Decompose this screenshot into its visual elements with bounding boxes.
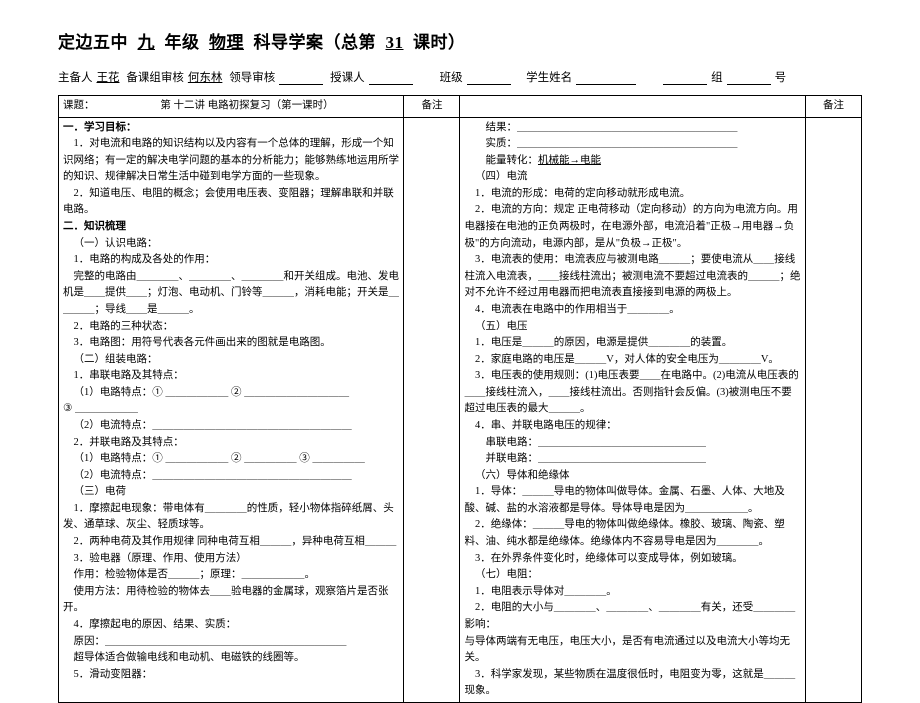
- sec1-1a: 完整的电路由＿＿＿＿、＿＿＿＿、＿＿＿＿和开关组成。电池、发电机是＿＿提供＿＿；…: [63, 269, 399, 319]
- r4: （四）电流: [464, 169, 800, 186]
- r4-4: 4．电流表在电路中的作用相当于＿＿＿＿。: [464, 302, 800, 319]
- worksheet-table: 课题： 第 十二讲 电路初探复习（第一课时） 备注 备注 一．学习目标： 1．对…: [58, 95, 862, 703]
- r7: （七）电阻：: [464, 567, 800, 584]
- r4-1: 1．电流的形成：电荷的定向移动就形成电流。: [464, 186, 800, 203]
- sec4: 超导体适合做输电线和电动机、电磁铁的线圈等。: [63, 650, 399, 667]
- r6: （六）导体和绝缘体: [464, 468, 800, 485]
- l-group: 组: [711, 72, 723, 84]
- sec3-3b: 使用方法：用待检验的物体去＿＿验电器的金属球，观察箔片是否张开。: [63, 584, 399, 617]
- r7-4: 3．科学家发现，某些物质在温度很低时，电阻变为零，这就是＿＿＿现象。: [464, 667, 800, 700]
- l-student: 学生姓名: [526, 72, 572, 84]
- sec2-1c: （2）电流特点：＿＿＿＿＿＿＿＿＿＿＿＿＿＿＿＿＿＿＿: [63, 418, 399, 435]
- sec3-4: 4．摩擦起电的原因、结果、实质：: [63, 617, 399, 634]
- group-blank: [663, 71, 707, 85]
- sec3-3: 3．验电器（原理、作用、使用方法）: [63, 551, 399, 568]
- l-num: 号: [775, 72, 787, 84]
- l-leader: 领导审核: [229, 72, 275, 84]
- sec3: （三）电荷: [63, 484, 399, 501]
- sec2-1b: ③ ＿＿＿＿＿＿: [63, 401, 399, 418]
- r4-3: 3．电流表的使用：电流表应与被测电路＿＿＿；要使电流从＿＿接线柱流入电流表，＿＿…: [464, 252, 800, 302]
- sec2-2a: （1）电路特点：① ＿＿＿＿＿＿ ② ＿＿＿＿＿ ③ ＿＿＿＿＿: [63, 451, 399, 468]
- r6-1: 1．导体：＿＿＿导电的物体叫做导体。金属、石墨、人体、大地及酸、碱、盐的水溶液都…: [464, 484, 800, 517]
- subject: 物理: [209, 33, 244, 52]
- tail: 课时）: [413, 33, 466, 52]
- energy-conversion: 机械能→电能: [538, 155, 601, 166]
- sec3-2: 2．两种电荷及其作用规律 同种电荷互相＿＿＿，异种电荷互相＿＿＿: [63, 534, 399, 551]
- sec3-3a: 作用：检验物体是否＿＿＿；原理：＿＿＿＿＿＿。: [63, 567, 399, 584]
- r7-1: 1．电阻表示导体对＿＿＿＿。: [464, 584, 800, 601]
- r2: 实质：＿＿＿＿＿＿＿＿＿＿＿＿＿＿＿＿＿＿＿＿＿: [464, 136, 800, 153]
- goal-1: 1．对电流和电路的知识结构以及内容有一个总体的理解，形成一个知识网络；有一定的解…: [63, 136, 399, 186]
- lesson-label: 课题：: [63, 98, 95, 115]
- r1: 结果：＿＿＿＿＿＿＿＿＿＿＿＿＿＿＿＿＿＿＿＿＿: [464, 120, 800, 137]
- sec5: 5．滑动变阻器：: [63, 667, 399, 684]
- sec3-1: 1．摩擦起电现象：带电体有＿＿＿＿的性质，轻小物体指碎纸屑、头发、通草球、灰尘、…: [63, 501, 399, 534]
- sec1: （一）认识电路：: [63, 236, 399, 253]
- sec2-1a: （1）电路特点：① ＿＿＿＿＿＿ ② ＿＿＿＿＿＿＿＿＿＿: [63, 385, 399, 402]
- r5-4a: 串联电路：＿＿＿＿＿＿＿＿＿＿＿＿＿＿＿＿: [464, 435, 800, 452]
- student-blank: [576, 71, 636, 85]
- r5-4b: 并联电路：＿＿＿＿＿＿＿＿＿＿＿＿＿＿＿＿: [464, 451, 800, 468]
- preparer: 王花: [97, 72, 120, 84]
- sec2-2b: （2）电流特点：＿＿＿＿＿＿＿＿＿＿＿＿＿＿＿＿＿＿＿: [63, 468, 399, 485]
- class-blank: [467, 71, 511, 85]
- knowledge-heading: 二．知识梳理: [63, 219, 399, 236]
- num-blank: [727, 71, 771, 85]
- r6-3: 3．在外界条件变化时，绝缘体可以变成导体，例如玻璃。: [464, 551, 800, 568]
- r5-2: 2．家庭电路的电压是＿＿＿V，对人体的安全电压为＿＿＿＿V。: [464, 352, 800, 369]
- lesson-number: 31: [386, 33, 404, 52]
- page-title: 定边五中 九 年级 物理 科导学案（总第 31 课时）: [58, 28, 862, 53]
- teacher-blank: [369, 71, 413, 85]
- r5: （五）电压: [464, 319, 800, 336]
- header-row: 课题： 第 十二讲 电路初探复习（第一课时） 备注 备注: [59, 96, 862, 118]
- sec2: （二）组装电路：: [63, 352, 399, 369]
- l-review: 备课组审核: [126, 72, 184, 84]
- note-header-right: 备注: [805, 96, 861, 118]
- goal-2: 2．知道电压、电阻的概念；会使用电压表、变阻器；理解串联和并联电路。: [63, 186, 399, 219]
- l-preparer: 主备人: [58, 72, 93, 84]
- r3a: 能量转化：: [485, 155, 538, 166]
- r5-4: 4．串、并联电路电压的规律：: [464, 418, 800, 435]
- leader-blank: [279, 71, 323, 85]
- right-header-cell: [460, 96, 805, 118]
- author-line: 主备人王花 备课组审核何东林 领导审核 授课人 班级 学生姓名 组 号: [58, 69, 862, 85]
- r3: 能量转化：机械能→电能: [464, 153, 800, 170]
- note-header-left: 备注: [404, 96, 460, 118]
- content-row: 一．学习目标： 1．对电流和电路的知识结构以及内容有一个总体的理解，形成一个知识…: [59, 117, 862, 702]
- r7-2: 2．电阻的大小与＿＿＿＿、＿＿＿＿、＿＿＿＿有关，还受＿＿＿＿影响：: [464, 600, 800, 633]
- note-right-cell: [805, 117, 861, 702]
- sec2-1: 1．串联电路及其特点：: [63, 368, 399, 385]
- r6-2: 2．绝缘体：＿＿＿导电的物体叫做绝缘体。橡胶、玻璃、陶瓷、塑料、油、纯水都是绝缘…: [464, 517, 800, 550]
- r5-3: 3．电压表的使用规则：(1)电压表要＿＿在电路中。(2)电流从电压表的＿＿接线柱…: [464, 368, 800, 418]
- school-name: 定边五中: [58, 33, 128, 52]
- grade-suffix: 年级: [165, 33, 200, 52]
- l-class: 班级: [440, 72, 463, 84]
- sec1-3: 3．电路图：用符号代表各元件画出来的图就是电路图。: [63, 335, 399, 352]
- r4-2: 2．电流的方向：规定 正电荷移动（定向移动）的方向为电流方向。用电器接在电池的正…: [464, 202, 800, 252]
- left-content: 一．学习目标： 1．对电流和电路的知识结构以及内容有一个总体的理解，形成一个知识…: [59, 117, 404, 702]
- note-left-cell: [404, 117, 460, 702]
- lesson-title-cell: 课题： 第 十二讲 电路初探复习（第一课时）: [59, 96, 404, 118]
- subject-suffix: 科导学案（总第: [254, 33, 377, 52]
- sec3-4a: 原因：＿＿＿＿＿＿＿＿＿＿＿＿＿＿＿＿＿＿＿＿＿＿＿: [63, 634, 399, 651]
- sec1-2: 2．电路的三种状态：: [63, 319, 399, 336]
- l-teacher: 授课人: [330, 72, 365, 84]
- right-content: 结果：＿＿＿＿＿＿＿＿＿＿＿＿＿＿＿＿＿＿＿＿＿ 实质：＿＿＿＿＿＿＿＿＿＿＿＿…: [460, 117, 805, 702]
- r5-1: 1．电压是＿＿＿的原因，电源是提供＿＿＿＿的装置。: [464, 335, 800, 352]
- lesson-title: 第 十二讲 电路初探复习（第一课时）: [160, 100, 333, 111]
- goal-heading: 一．学习目标：: [63, 120, 399, 137]
- sec1-1: 1．电路的构成及各处的作用：: [63, 252, 399, 269]
- grade: 九: [138, 33, 156, 52]
- reviewer: 何东林: [188, 72, 223, 84]
- sec2-2: 2．并联电路及其特点：: [63, 435, 399, 452]
- r7-3: 与导体两端有无电压，电压大小，是否有电流通过以及电流大小等均无关。: [464, 634, 800, 667]
